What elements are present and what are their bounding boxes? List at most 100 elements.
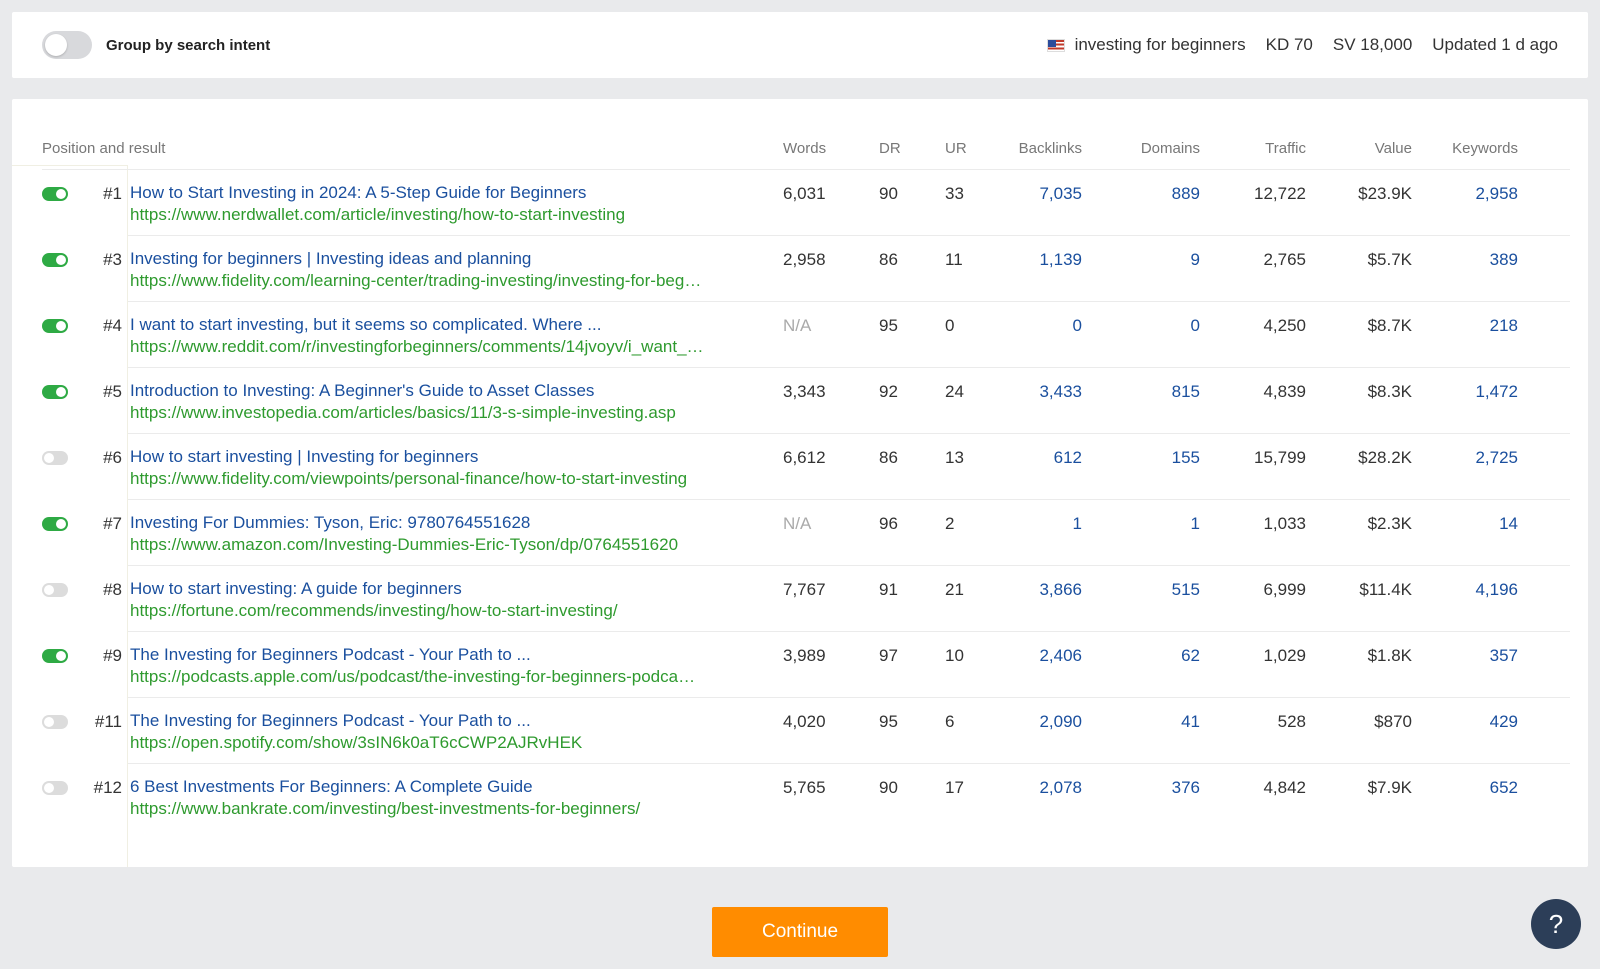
header-dr[interactable]: DR	[879, 140, 901, 157]
row-backlinks-link[interactable]: 7,035	[1039, 184, 1082, 203]
header-traffic[interactable]: Traffic	[1265, 140, 1306, 157]
row-traffic: 12,722	[1254, 184, 1306, 203]
help-button[interactable]: ?	[1531, 899, 1581, 949]
row-backlinks-link[interactable]: 612	[1053, 448, 1082, 467]
row-domains-link[interactable]: 41	[1181, 712, 1200, 731]
row-url-link[interactable]: https://www.amazon.com/Investing-Dummies…	[130, 535, 679, 554]
row-keywords-link[interactable]: 4,196	[1475, 580, 1518, 599]
row-dr: 90	[879, 778, 898, 797]
row-keywords-link[interactable]: 14	[1499, 514, 1518, 533]
row-include-toggle[interactable]	[42, 319, 68, 333]
row-title-link[interactable]: How to Start Investing in 2024: A 5-Step…	[130, 183, 587, 202]
header-position: Position and result	[42, 140, 166, 157]
row-url-link[interactable]: https://fortune.com/recommends/investing…	[130, 601, 618, 620]
table-row: #3 Investing for beginners | Investing id…	[12, 236, 1588, 302]
row-dr: 86	[879, 250, 898, 269]
row-words: 3,989	[783, 646, 826, 665]
row-keywords-link[interactable]: 389	[1489, 250, 1518, 269]
group-by-intent-toggle[interactable]	[42, 31, 92, 59]
row-value: $870	[1374, 712, 1412, 731]
row-include-toggle[interactable]	[42, 517, 68, 531]
serp-panel: Position and result Words DR UR Backlink…	[12, 99, 1588, 867]
header-keywords[interactable]: Keywords	[1452, 140, 1518, 157]
row-title-link[interactable]: The Investing for Beginners Podcast - Yo…	[130, 711, 531, 730]
row-domains-link[interactable]: 376	[1171, 778, 1200, 797]
row-url-link[interactable]: https://open.spotify.com/show/3sIN6k0aT6…	[130, 733, 583, 752]
row-title-link[interactable]: Investing for beginners | Investing idea…	[130, 249, 532, 268]
row-ur: 6	[945, 712, 955, 731]
row-title-link[interactable]: 6 Best Investments For Beginners: A Comp…	[130, 777, 533, 796]
kd-metric: KD 70	[1265, 35, 1313, 54]
row-include-toggle[interactable]	[42, 583, 68, 597]
row-include-toggle[interactable]	[42, 187, 68, 201]
row-backlinks-link[interactable]: 2,406	[1039, 646, 1082, 665]
row-domains-link[interactable]: 62	[1181, 646, 1200, 665]
row-dr: 90	[879, 184, 898, 203]
header-value[interactable]: Value	[1374, 140, 1412, 157]
row-url-link[interactable]: https://www.fidelity.com/learning-center…	[130, 271, 702, 290]
row-keywords-link[interactable]: 429	[1489, 712, 1518, 731]
row-keywords-link[interactable]: 2,725	[1475, 448, 1518, 467]
row-domains-link[interactable]: 1	[1190, 514, 1200, 533]
row-domains-link[interactable]: 155	[1171, 448, 1200, 467]
updated-text: Updated 1 d ago	[1432, 35, 1558, 54]
row-dr: 95	[879, 316, 898, 335]
row-backlinks-link[interactable]: 1,139	[1039, 250, 1082, 269]
table-row: #4 I want to start investing, but it seem…	[12, 302, 1588, 368]
row-backlinks-link[interactable]: 3,433	[1039, 382, 1082, 401]
row-domains-link[interactable]: 889	[1171, 184, 1200, 203]
header-divider	[42, 169, 1570, 170]
keyword-text: investing for beginners	[1074, 35, 1246, 54]
top-bar: Group by search intent investing for beg…	[12, 12, 1588, 78]
row-backlinks-link[interactable]: 3,866	[1039, 580, 1082, 599]
row-title-link[interactable]: How to start investing: A guide for begi…	[130, 579, 462, 598]
row-include-toggle[interactable]	[42, 385, 68, 399]
row-keywords-link[interactable]: 1,472	[1475, 382, 1518, 401]
row-title-link[interactable]: Introduction to Investing: A Beginner's …	[130, 381, 595, 400]
row-ur: 11	[945, 250, 963, 269]
row-domains-link[interactable]: 815	[1171, 382, 1200, 401]
row-url-link[interactable]: https://www.reddit.com/r/investingforbeg…	[130, 337, 704, 356]
row-value: $8.3K	[1367, 382, 1412, 401]
row-url-link[interactable]: https://www.fidelity.com/viewpoints/pers…	[130, 469, 688, 488]
row-include-toggle[interactable]	[42, 715, 68, 729]
row-dr: 92	[879, 382, 898, 401]
continue-button[interactable]: Continue	[712, 907, 888, 957]
row-backlinks-link[interactable]: 2,078	[1039, 778, 1082, 797]
row-include-toggle[interactable]	[42, 781, 68, 795]
row-value: $1.8K	[1367, 646, 1412, 665]
header-backlinks[interactable]: Backlinks	[1018, 140, 1082, 157]
row-position: #3	[103, 250, 122, 269]
row-keywords-link[interactable]: 652	[1489, 778, 1518, 797]
row-keywords-link[interactable]: 357	[1489, 646, 1518, 665]
row-include-toggle[interactable]	[42, 253, 68, 267]
row-url-link[interactable]: https://www.bankrate.com/investing/best-…	[130, 799, 641, 818]
row-position: #7	[103, 514, 122, 533]
row-url-link[interactable]: https://www.nerdwallet.com/article/inves…	[130, 205, 626, 224]
row-url-link[interactable]: https://podcasts.apple.com/us/podcast/th…	[130, 667, 696, 686]
row-title-link[interactable]: The Investing for Beginners Podcast - Yo…	[130, 645, 531, 664]
row-domains-link[interactable]: 0	[1190, 316, 1200, 335]
row-backlinks-link[interactable]: 0	[1072, 316, 1082, 335]
row-include-toggle[interactable]	[42, 451, 68, 465]
row-title-link[interactable]: How to start investing | Investing for b…	[130, 447, 479, 466]
pin-column	[12, 165, 128, 867]
row-backlinks-link[interactable]: 1	[1072, 514, 1082, 533]
row-include-toggle[interactable]	[42, 649, 68, 663]
row-divider	[128, 433, 1570, 434]
row-title-link[interactable]: Investing For Dummies: Tyson, Eric: 9780…	[130, 513, 531, 532]
header-domains[interactable]: Domains	[1140, 140, 1200, 157]
row-keywords-link[interactable]: 2,958	[1475, 184, 1518, 203]
row-divider	[128, 301, 1570, 302]
header-ur[interactable]: UR	[945, 140, 967, 157]
row-domains-link[interactable]: 515	[1171, 580, 1200, 599]
row-domains-link[interactable]: 9	[1190, 250, 1200, 269]
row-value: $23.9K	[1358, 184, 1412, 203]
table-row: #7 Investing For Dummies: Tyson, Eric: 97…	[12, 500, 1588, 566]
row-title-link[interactable]: I want to start investing, but it seems …	[130, 315, 602, 334]
row-backlinks-link[interactable]: 2,090	[1039, 712, 1082, 731]
header-words[interactable]: Words	[783, 140, 827, 157]
row-url-link[interactable]: https://www.investopedia.com/articles/ba…	[130, 403, 676, 422]
row-keywords-link[interactable]: 218	[1489, 316, 1518, 335]
row-traffic: 6,999	[1263, 580, 1306, 599]
